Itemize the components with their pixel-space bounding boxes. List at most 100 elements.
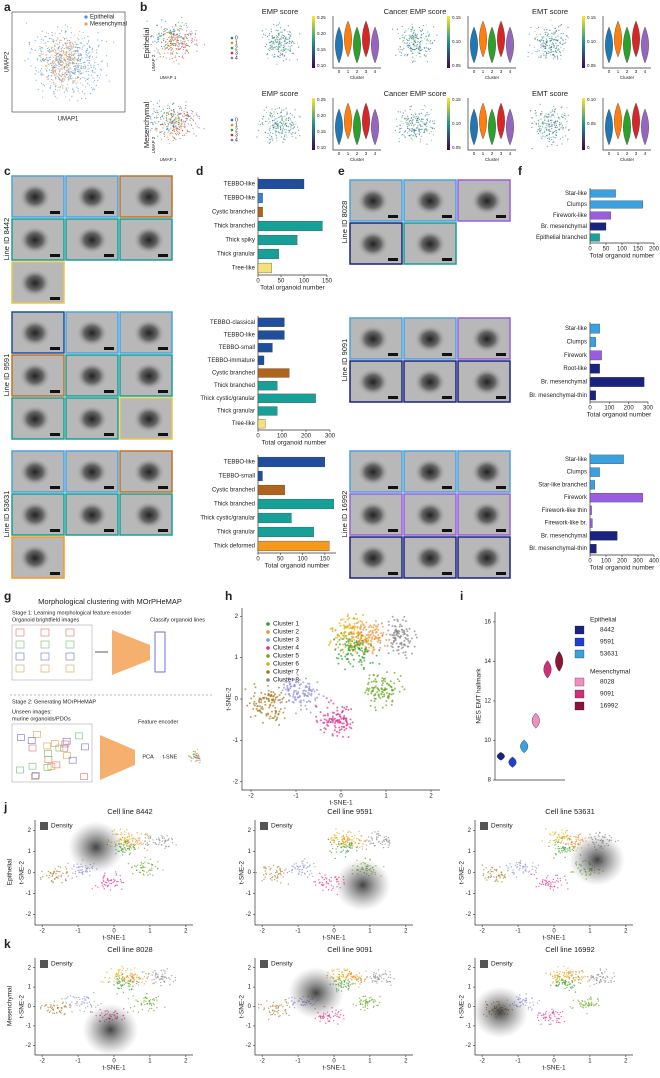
point	[168, 845, 170, 848]
point	[275, 34, 277, 37]
point	[568, 128, 570, 131]
point	[555, 124, 558, 127]
point	[554, 55, 556, 57]
point	[540, 55, 542, 57]
point	[349, 626, 352, 629]
point	[344, 643, 347, 646]
point	[373, 623, 376, 626]
point	[58, 65, 60, 68]
point	[426, 143, 428, 145]
point	[157, 843, 160, 846]
point	[346, 838, 349, 841]
point	[59, 68, 61, 70]
point	[402, 115, 404, 117]
point	[404, 121, 407, 123]
thumb	[81, 743, 89, 751]
point	[88, 46, 91, 48]
violin	[623, 108, 631, 146]
point	[87, 64, 89, 66]
point	[155, 58, 157, 61]
point	[254, 714, 257, 717]
point	[390, 642, 393, 645]
point	[176, 129, 178, 132]
point	[287, 25, 289, 27]
point	[559, 127, 562, 129]
point	[335, 828, 337, 830]
point	[391, 615, 394, 618]
point	[421, 120, 423, 123]
point	[48, 57, 50, 59]
point	[359, 624, 362, 627]
point	[64, 878, 67, 880]
point	[404, 31, 406, 33]
point	[548, 137, 550, 139]
point	[399, 37, 401, 40]
point	[41, 870, 43, 873]
point	[286, 112, 288, 114]
point	[291, 52, 293, 54]
point	[292, 132, 294, 134]
point	[270, 693, 273, 696]
point	[69, 54, 71, 56]
point	[316, 721, 319, 724]
point	[66, 58, 69, 60]
point	[269, 715, 272, 718]
label: NES EMT hallmark	[476, 668, 483, 724]
point	[128, 848, 131, 851]
point	[275, 123, 277, 125]
point	[403, 688, 406, 691]
point	[64, 63, 66, 65]
point	[339, 844, 341, 846]
point	[78, 871, 80, 873]
point	[92, 77, 94, 79]
point	[53, 70, 56, 72]
point	[400, 120, 402, 123]
point	[67, 862, 69, 864]
point	[420, 120, 422, 122]
point	[276, 118, 278, 120]
point	[560, 122, 562, 124]
point	[338, 832, 340, 835]
point	[318, 882, 321, 884]
point	[91, 56, 94, 58]
point	[298, 687, 301, 690]
point	[396, 678, 399, 681]
point	[371, 661, 374, 664]
point	[283, 683, 286, 686]
point	[330, 837, 332, 840]
point	[382, 677, 385, 680]
point	[332, 886, 335, 888]
point	[117, 880, 119, 883]
point	[169, 132, 171, 135]
point	[403, 135, 405, 137]
point	[136, 864, 138, 866]
organoid	[76, 226, 108, 254]
point	[367, 681, 370, 684]
violin	[506, 26, 514, 64]
point	[272, 125, 274, 127]
point	[358, 839, 360, 842]
point	[102, 879, 105, 881]
point	[552, 51, 554, 53]
point	[267, 123, 269, 125]
point	[567, 138, 569, 140]
thumb	[27, 737, 36, 744]
point	[303, 866, 305, 868]
point	[356, 837, 358, 840]
point	[80, 42, 83, 44]
point	[393, 618, 396, 621]
point	[76, 49, 78, 51]
point	[351, 721, 354, 724]
point	[332, 847, 334, 850]
point	[290, 42, 293, 44]
point	[531, 53, 533, 55]
scale-bar	[50, 433, 60, 436]
label: c	[4, 164, 11, 178]
point	[345, 634, 348, 637]
point	[63, 91, 66, 93]
point	[556, 55, 558, 57]
point	[336, 734, 339, 737]
label: EMT score	[532, 7, 568, 16]
point	[78, 55, 80, 57]
point	[545, 27, 547, 29]
